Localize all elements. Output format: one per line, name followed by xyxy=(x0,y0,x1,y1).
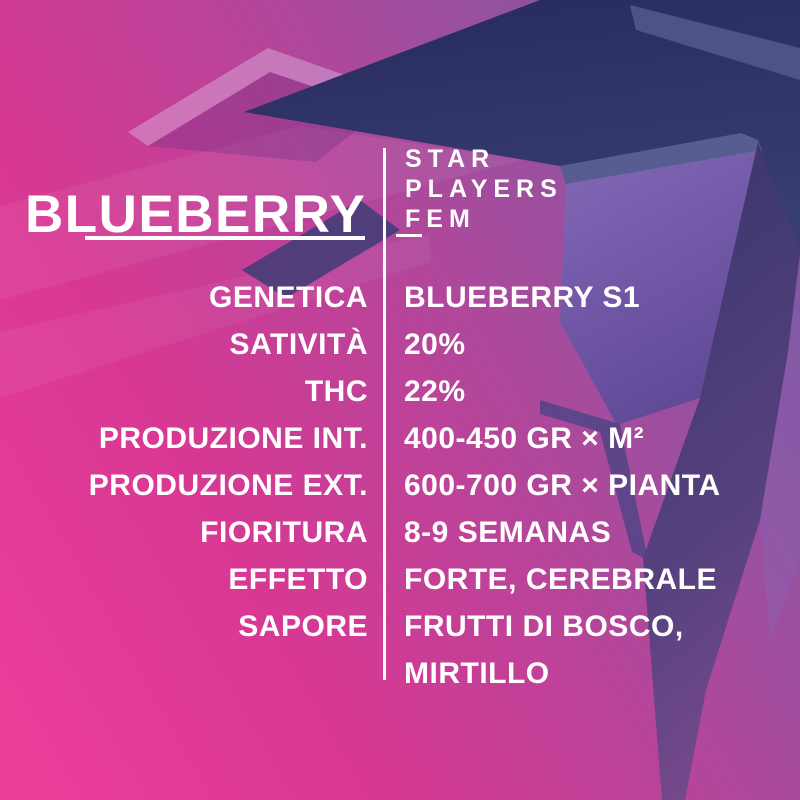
wedge-shape xyxy=(242,200,400,298)
spec-row: THC 22% xyxy=(0,368,800,415)
navy-stripe-shape xyxy=(630,5,800,80)
spec-row: SATIVITÀ 20% xyxy=(0,321,800,368)
title-underline xyxy=(85,236,365,240)
navy-panel-shape xyxy=(244,0,800,258)
spec-row: SAPORE FRUTTI DI BOSCO, MIRTILLO xyxy=(0,603,800,697)
spec-value: 8-9 SEMANAS xyxy=(404,516,612,549)
spec-label: THC xyxy=(304,375,368,408)
spec-label: GENETICA xyxy=(208,281,368,314)
spec-value: 400-450 GR × M² xyxy=(404,422,645,455)
spec-label: PRODUZIONE EXT. xyxy=(88,469,368,502)
beam-shape xyxy=(560,133,762,184)
sliver-shape xyxy=(760,258,800,640)
spec-row: GENETICA BLUEBERRY S1 xyxy=(0,274,800,321)
spec-label: PRODUZIONE INT. xyxy=(98,422,368,455)
spec-label: SATIVITÀ xyxy=(229,328,368,361)
streak-shape xyxy=(0,126,520,300)
spec-label: SAPORE xyxy=(238,610,368,643)
spec-label: FIORITURA xyxy=(200,516,368,549)
leg-bevel-shape xyxy=(540,400,648,560)
spec-row: FIORITURA 8-9 SEMANAS xyxy=(0,509,800,556)
brand-line-3: FEM xyxy=(405,205,476,233)
chevron-edge-shape xyxy=(128,48,404,146)
spec-value: 20% xyxy=(404,328,466,361)
spec-value: 22% xyxy=(404,375,466,408)
brand-underscore xyxy=(396,234,422,237)
spec-label: EFFETTO xyxy=(228,563,368,596)
brand-wordmark: STAR PLAYERS FEM xyxy=(405,144,563,234)
spec-row: PRODUZIONE INT. 400-450 GR × M² xyxy=(0,415,800,462)
vertical-divider xyxy=(383,148,386,680)
spec-value: BLUEBERRY S1 xyxy=(404,281,641,314)
spec-value: 600-700 GR × PIANTA xyxy=(404,469,721,502)
swath-shape xyxy=(643,142,800,800)
spec-value: FORTE, CEREBRALE xyxy=(404,563,718,596)
brand-line-1: STAR xyxy=(405,145,496,173)
strain-title: BLUEBERRY xyxy=(25,185,367,244)
spec-value: FRUTTI DI BOSCO, MIRTILLO xyxy=(404,610,684,690)
spec-row: EFFETTO FORTE, CEREBRALE xyxy=(0,556,800,603)
specs-table: GENETICA BLUEBERRY S1 SATIVITÀ 20% THC 2… xyxy=(0,274,800,697)
brand-line-2: PLAYERS xyxy=(405,175,563,203)
leg-panel-shape xyxy=(560,150,762,425)
spec-row: PRODUZIONE EXT. 600-700 GR × PIANTA xyxy=(0,462,800,509)
